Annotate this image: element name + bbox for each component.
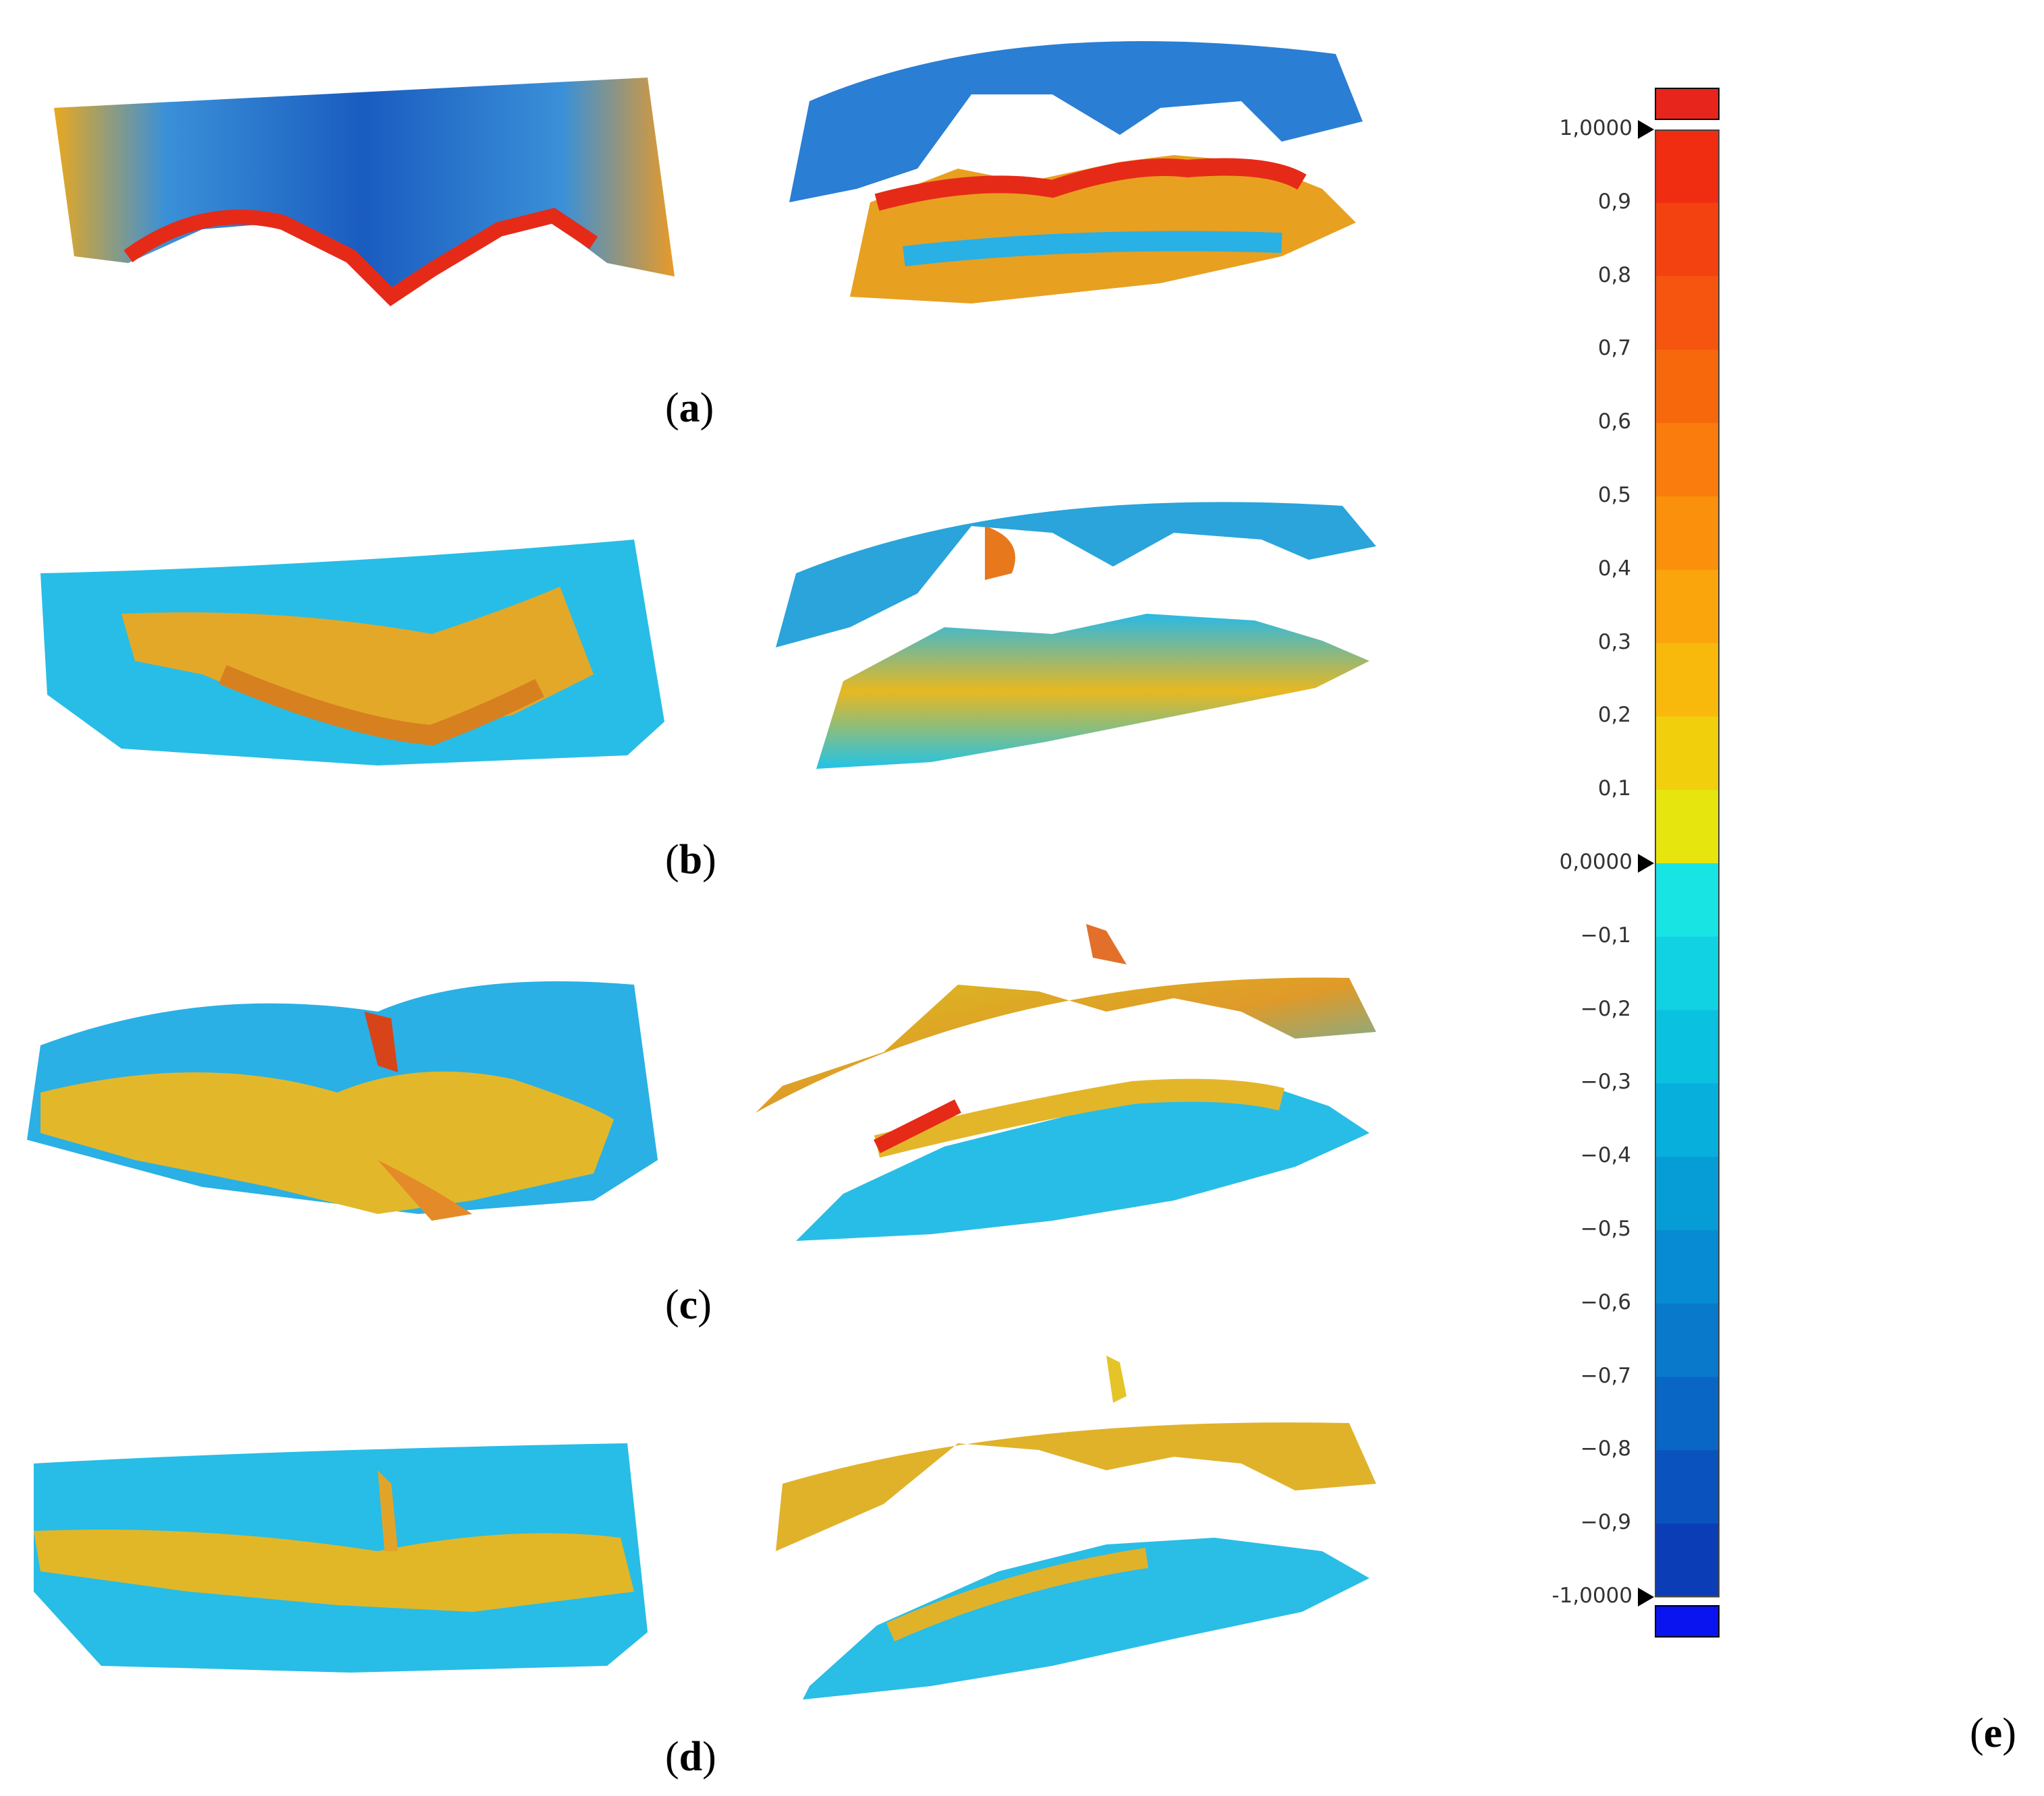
colorbar-tick-label: 0,0000 xyxy=(1559,850,1633,874)
colorbar-band xyxy=(1655,643,1720,717)
colorbar-tick-label: −0,1 xyxy=(1580,923,1631,948)
colorbar-frame xyxy=(1655,129,1720,1597)
colorbar-band xyxy=(1655,716,1720,790)
panel-label-a: (a) xyxy=(665,385,714,431)
colorbar-tick-label: −0,8 xyxy=(1580,1437,1631,1461)
surface-a-occlusal xyxy=(789,41,1363,303)
surface-a-front xyxy=(54,78,675,307)
colorbar-band xyxy=(1655,349,1720,424)
colorbar-band xyxy=(1655,863,1720,937)
colorbar-band xyxy=(1655,202,1720,277)
colorbar-tick-label: -1,0000 xyxy=(1552,1584,1633,1608)
surface-c-occlusal xyxy=(756,924,1376,1241)
colorbar-tick-label: −0,2 xyxy=(1580,996,1631,1021)
surface-d-occlusal xyxy=(776,1356,1376,1700)
colorbar-band xyxy=(1655,276,1720,350)
colorbar-band xyxy=(1655,790,1720,864)
above-range-swatch xyxy=(1655,88,1720,120)
colorbar-tick-label: −0,3 xyxy=(1580,1070,1631,1095)
colorbar-marker-arrow xyxy=(1638,854,1654,873)
colorbar-band xyxy=(1655,936,1720,1011)
colorbar-band xyxy=(1655,569,1720,644)
colorbar-band xyxy=(1655,496,1720,571)
colorbar-tick-label: −0,6 xyxy=(1580,1290,1631,1314)
colorbar-band xyxy=(1655,1010,1720,1084)
colorbar-tick-label: −0,4 xyxy=(1580,1143,1631,1168)
colorbar-tick-label: 0,2 xyxy=(1597,703,1631,728)
surface-b-occlusal xyxy=(776,502,1376,769)
colorbar-tick-label: 1,0000 xyxy=(1559,116,1633,140)
colorbar-tick-label: −0,5 xyxy=(1580,1217,1631,1241)
colorbar-band xyxy=(1655,1157,1720,1231)
colorbar-tick-label: −0,7 xyxy=(1580,1363,1631,1388)
panel-label-b: (b) xyxy=(665,837,716,883)
colorbar-tick-label: 0,1 xyxy=(1597,776,1631,801)
surface-d-front xyxy=(34,1443,648,1673)
colorbar-band xyxy=(1655,1230,1720,1304)
colorbar-band xyxy=(1655,1377,1720,1451)
colorbar-tick-label: 0,5 xyxy=(1597,483,1631,507)
colorbar-band xyxy=(1655,423,1720,497)
colorbar-band xyxy=(1655,1450,1720,1524)
colorbar-band xyxy=(1655,129,1720,204)
panel-label-e: (e) xyxy=(1970,1710,2016,1756)
colorbar-tick-label: 0,3 xyxy=(1597,629,1631,654)
colorbar-tick-label: 0,8 xyxy=(1597,262,1631,287)
colorbar-tick-label: 0,9 xyxy=(1597,189,1631,214)
colorbar-tick-label: 0,4 xyxy=(1597,556,1631,581)
below-range-swatch xyxy=(1655,1605,1720,1638)
colorbar-band xyxy=(1655,1083,1720,1157)
colorbar-gradient xyxy=(1655,129,1720,1598)
colorbar-band xyxy=(1655,1303,1720,1378)
colorbar-marker-arrow xyxy=(1638,1588,1654,1606)
colorbar-tick-label: 0,6 xyxy=(1597,409,1631,434)
surface-c-front xyxy=(27,981,658,1221)
colorbar-marker-arrow xyxy=(1638,120,1654,139)
panel-label-d: (d) xyxy=(665,1734,716,1780)
panel-label-c: (c) xyxy=(665,1282,712,1328)
colorbar-band xyxy=(1655,1524,1720,1598)
colorbar-tick-label: 0,7 xyxy=(1597,336,1631,361)
colorbar-tick-label: −0,9 xyxy=(1580,1510,1631,1535)
surface-b-front xyxy=(40,540,664,765)
